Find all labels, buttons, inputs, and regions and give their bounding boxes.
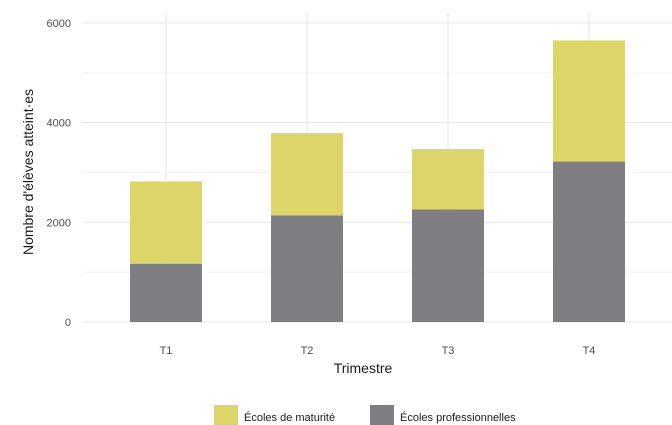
y-axis-title: Nombre d'élèves atteint·es — [20, 89, 36, 255]
bar-segment — [412, 209, 484, 322]
y-tick-label: 2000 — [47, 217, 71, 229]
bar-segment — [130, 263, 202, 322]
x-axis-ticks: T1 T2 T3 T4 — [160, 345, 596, 357]
x-tick-label: T4 — [583, 345, 596, 357]
legend: Écoles de maturité Écoles professionnelle… — [214, 405, 516, 425]
x-tick-label: T1 — [160, 345, 173, 357]
y-tick-label: 4000 — [47, 118, 71, 130]
x-tick-label: T2 — [301, 345, 314, 357]
y-tick-label: 0 — [65, 317, 71, 329]
x-axis-title: Trimestre — [334, 360, 393, 376]
bar-segment — [553, 40, 625, 162]
x-tick-label: T3 — [442, 345, 455, 357]
legend-key — [370, 405, 394, 425]
bar-segment — [553, 161, 625, 322]
legend-key — [214, 405, 238, 425]
y-tick-label: 6000 — [47, 18, 71, 30]
bar-segment — [271, 215, 343, 322]
bar-segment — [130, 181, 202, 264]
bar-segment — [412, 149, 484, 210]
legend-label: Écoles de maturité — [244, 411, 335, 424]
bar-segment — [271, 133, 343, 216]
y-axis-ticks: 0 2000 4000 6000 — [47, 18, 71, 329]
bars — [130, 40, 625, 322]
legend-label: Écoles professionnelles — [400, 411, 516, 424]
